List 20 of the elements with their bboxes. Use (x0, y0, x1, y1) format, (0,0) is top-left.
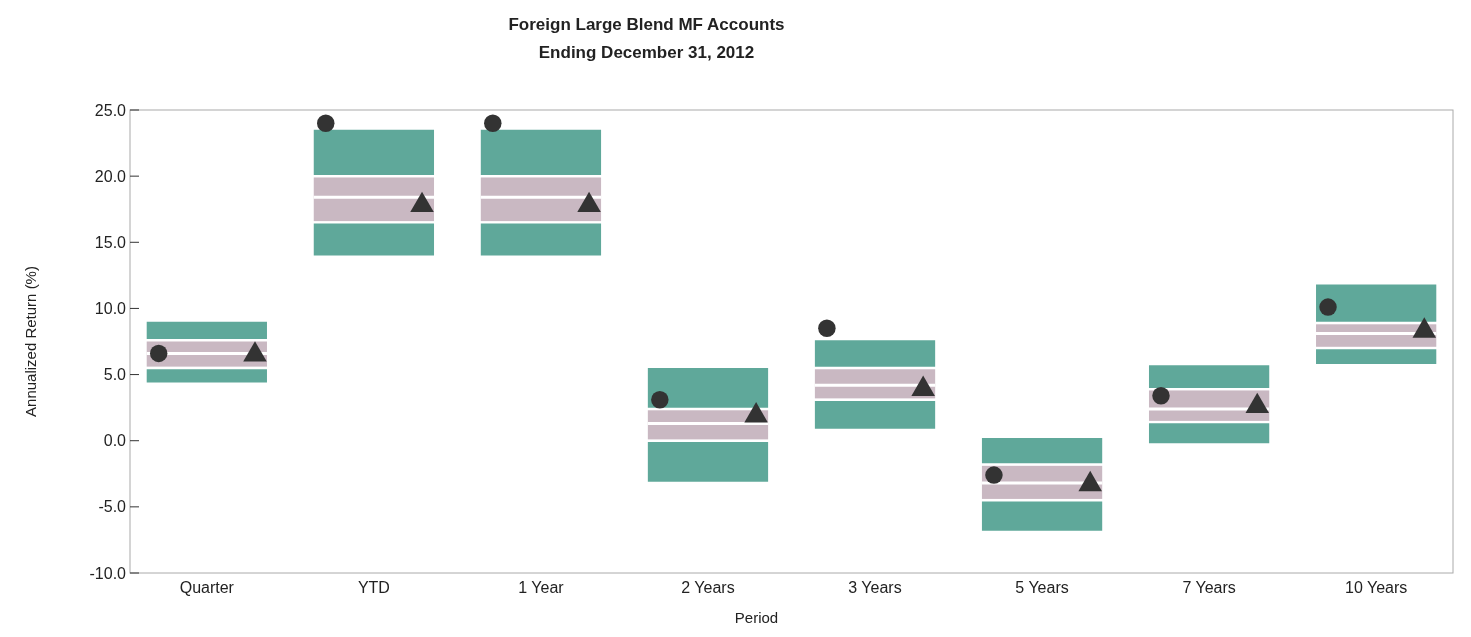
chart-subtitle: Ending December 31, 2012 (538, 43, 755, 62)
y-tick-label: 25.0 (94, 101, 127, 119)
x-tick-label: 2 Years (681, 579, 735, 596)
x-tick-label: 1 Year (518, 579, 565, 596)
x-tick-label: YTD (357, 579, 390, 596)
y-tick-label: 5.0 (103, 366, 127, 384)
x-tick-label: 7 Years (1182, 579, 1236, 596)
y-tick-label: -5.0 (98, 498, 127, 516)
x-tick-label: 5 Years (1015, 579, 1069, 596)
x-tick-label: Quarter (179, 579, 235, 596)
y-tick-label: 0.0 (103, 432, 127, 450)
x-axis-title: Period (734, 609, 779, 626)
y-axis-title: Annualized Return (%) (22, 266, 39, 417)
y-tick-label: 20.0 (94, 167, 127, 185)
x-tick-label: 3 Years (848, 579, 902, 596)
y-tick-label: 15.0 (94, 233, 127, 251)
y-tick-label: 10.0 (94, 300, 127, 318)
chart-title: Foreign Large Blend MF Accounts (508, 15, 785, 34)
y-tick-label: -10.0 (89, 564, 127, 582)
x-tick-label: 10 Years (1345, 579, 1408, 596)
